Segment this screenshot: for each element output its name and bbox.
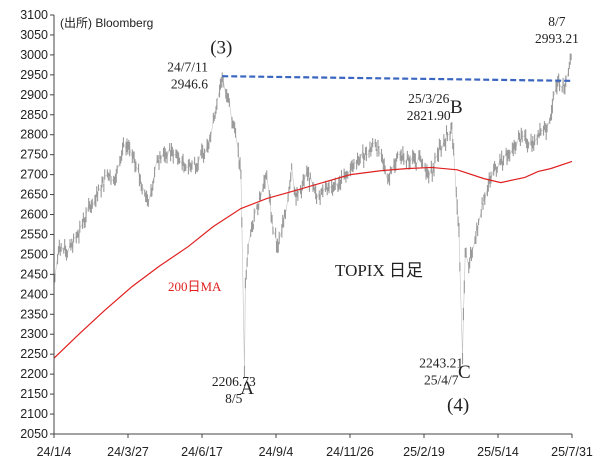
- source-note: (出所) Bloomberg: [60, 16, 153, 30]
- y-tick-label: 2950: [20, 68, 48, 82]
- y-tick-label: 2700: [20, 168, 48, 182]
- annotation-label: A: [240, 378, 254, 399]
- series-layer: [53, 53, 573, 378]
- ma-label: 200日MA: [168, 279, 222, 294]
- y-tick-label: 2200: [20, 367, 48, 381]
- annotation-label: 25/3/26 2821.90: [407, 91, 451, 123]
- price-line: [53, 57, 572, 372]
- annotation-label: B: [450, 97, 463, 118]
- y-tick-label: 2800: [20, 128, 48, 142]
- y-tick-label: 2850: [20, 108, 48, 122]
- x-tick-label: 24/6/17: [181, 445, 223, 459]
- y-tick-label: 2400: [20, 287, 48, 301]
- annotation-label: 2206.73 8/5: [212, 374, 256, 406]
- y-tick-label: 2750: [20, 148, 48, 162]
- x-tick-label: 25/7/31: [551, 445, 593, 459]
- annotation-label: 24/7/11 2946.6: [167, 60, 208, 92]
- ma-200-line: [53, 160, 573, 359]
- x-tick-label: 24/11/26: [326, 445, 374, 459]
- x-tick-label: 25/5/14: [477, 445, 519, 459]
- chart-title: TOPIX 日足: [335, 261, 423, 280]
- y-tick-label: 2550: [20, 227, 48, 241]
- y-tick-label: 2600: [20, 208, 48, 222]
- x-tick-label: 24/3/27: [107, 445, 149, 459]
- x-tick-label: 24/1/4: [37, 445, 72, 459]
- y-tick-label: 2050: [20, 427, 48, 441]
- y-tick-label: 2300: [20, 327, 48, 341]
- y-tick-label: 3050: [20, 28, 48, 42]
- annotations: 24/7/11 2946.6(3) 2206.73 8/5A 25/3/26 2821.9…: [167, 14, 579, 416]
- x-tick-label: 25/2/19: [403, 445, 445, 459]
- y-tick-label: 3000: [20, 48, 48, 62]
- y-tick-label: 2100: [20, 407, 48, 421]
- y-tick-label: 2900: [20, 88, 48, 102]
- x-tick-label: 24/9/4: [259, 445, 294, 459]
- axes: 2050 2100 2150 2200 2250 2300 2350 2400 2450 2500…: [20, 8, 593, 459]
- y-tick-label: 2150: [20, 387, 48, 401]
- trend-line: [222, 75, 573, 82]
- y-tick-label: 2450: [20, 267, 48, 281]
- y-tick-label: 2350: [20, 307, 48, 321]
- y-tick-label: 2250: [20, 347, 48, 361]
- y-tick-label: 3100: [20, 8, 48, 22]
- annotation-label: (3): [210, 38, 232, 59]
- annotation-label: 8/7 2993.21: [535, 14, 579, 46]
- y-tick-label: 2500: [20, 247, 48, 261]
- annotation-label: (4): [447, 395, 469, 416]
- annotation-label: 2243.21 25/4/7: [419, 355, 463, 387]
- annotation-label: C: [458, 362, 471, 383]
- y-tick-label: 2650: [20, 188, 48, 202]
